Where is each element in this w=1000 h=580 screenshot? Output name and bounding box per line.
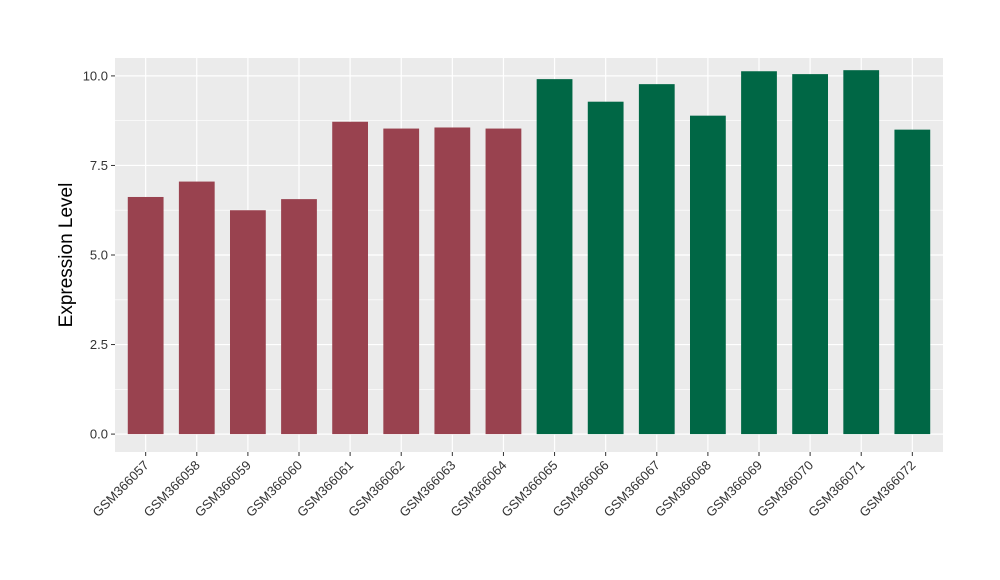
bar-GSM366057 (127, 196, 164, 435)
bar-GSM366058 (178, 181, 215, 435)
bar-GSM366070 (792, 74, 828, 435)
bar-GSM366064 (485, 128, 522, 435)
bars (127, 70, 931, 435)
bar-GSM366060 (281, 199, 317, 435)
x-axis-ticks: GSM366057GSM366058GSM366059GSM366060GSM3… (90, 452, 918, 520)
y-tick-label: 0.0 (90, 427, 108, 442)
y-tick-label: 10.0 (83, 68, 108, 83)
bar-GSM366062 (383, 128, 420, 435)
bar-GSM366072 (894, 129, 931, 435)
bar-GSM366067 (638, 84, 675, 435)
bar-GSM366068 (690, 115, 726, 435)
bar-GSM366069 (741, 71, 777, 435)
y-axis-title: Expression Level (56, 183, 77, 328)
y-tick-label: 2.5 (90, 337, 108, 352)
bar-GSM366065 (536, 79, 573, 435)
y-axis-ticks: 0.0 2.5 5.0 7.5 10.0 (83, 68, 115, 442)
bar-GSM366059 (230, 210, 266, 435)
bar-GSM366071 (843, 70, 880, 435)
bar-GSM366063 (434, 127, 471, 435)
bar-GSM366061 (332, 121, 368, 435)
y-tick-label: 7.5 (90, 158, 108, 173)
bar-GSM366066 (587, 101, 624, 435)
y-tick-label: 5.0 (90, 248, 108, 263)
